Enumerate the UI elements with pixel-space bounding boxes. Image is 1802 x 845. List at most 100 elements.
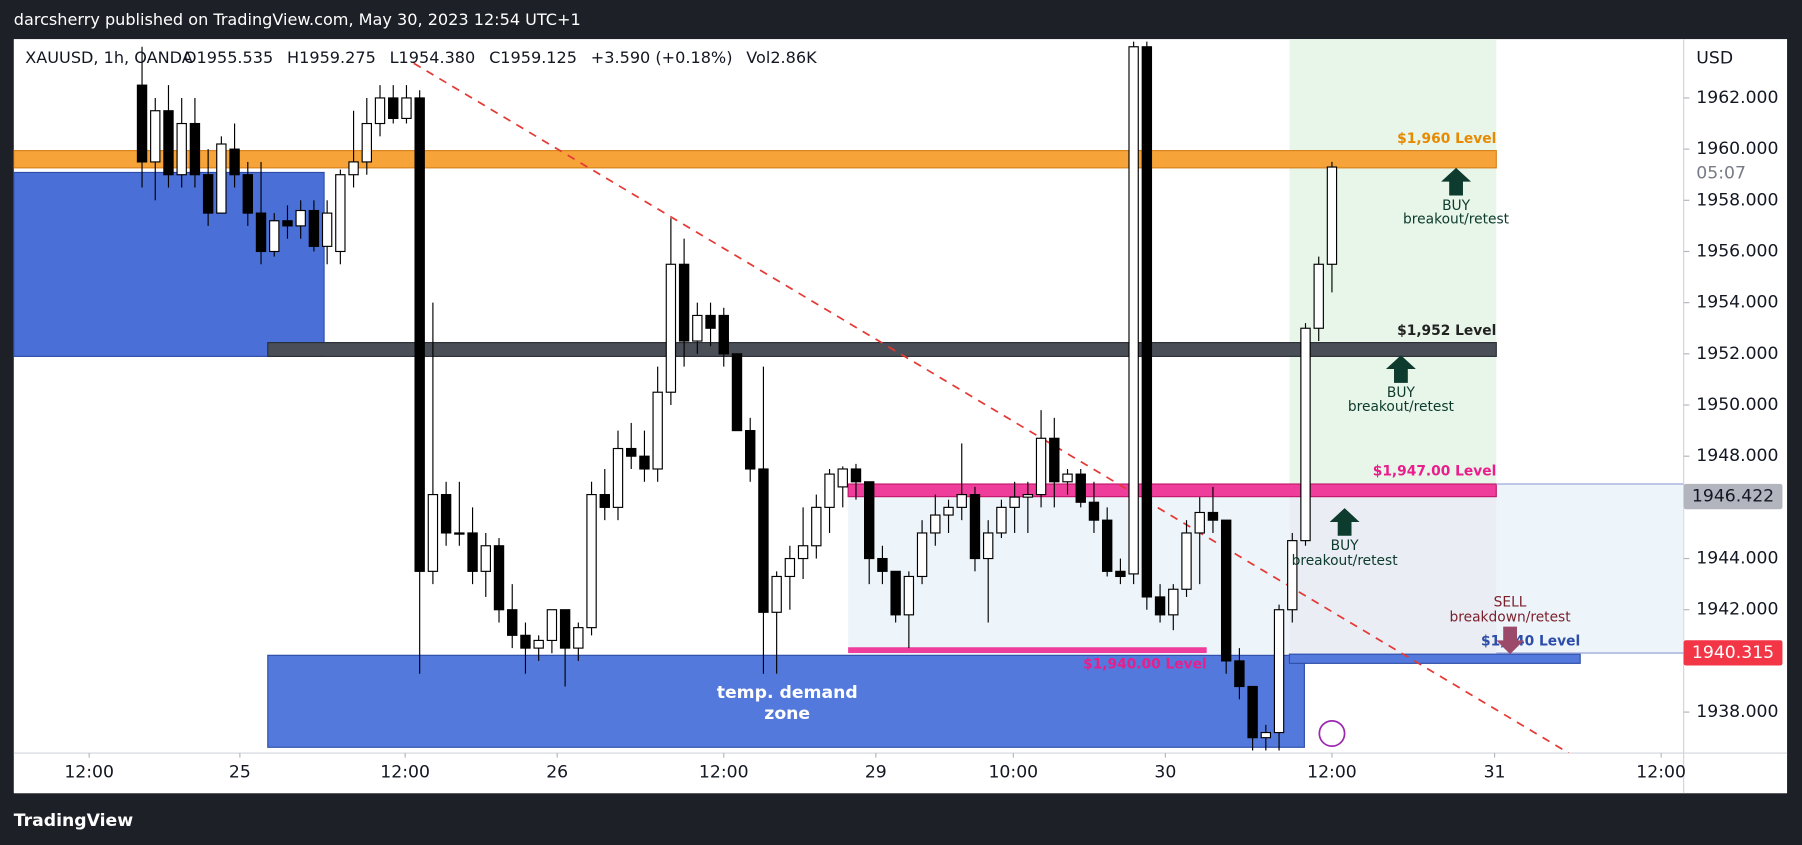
level-1940b-band <box>848 647 1207 654</box>
candle-body <box>1260 731 1272 739</box>
candle-body <box>1313 263 1324 329</box>
level-1952-band <box>267 342 1497 357</box>
candle-body <box>930 514 941 534</box>
candle-body <box>692 314 703 342</box>
candle-body <box>1220 519 1232 662</box>
candle-body <box>507 609 518 636</box>
candle-body <box>811 506 822 547</box>
candle-body <box>150 110 161 163</box>
annotations: $1,960 Level $1,952 Level $1,947.00 Leve… <box>717 131 1580 747</box>
candles <box>136 41 1338 751</box>
y-tick-label: 1958.000 <box>1696 190 1778 210</box>
annotation: breakout/retest <box>1292 553 1399 569</box>
candle-body <box>864 481 875 560</box>
header: darcsherry published on TradingView.com,… <box>14 10 581 29</box>
candle-body <box>255 212 267 253</box>
candle-body <box>1273 609 1285 734</box>
candle-body <box>903 575 915 616</box>
candle-body <box>1115 570 1126 578</box>
drawings <box>13 39 1684 754</box>
level-1947-band <box>847 483 1497 498</box>
candle-body <box>559 609 571 649</box>
candle-body <box>1300 327 1311 542</box>
candle-body <box>943 506 954 516</box>
candle-body <box>784 557 796 578</box>
annotation: $1,960 Level <box>1397 131 1496 147</box>
candle-body <box>480 545 491 572</box>
ohlc-value: +3.590 (+0.18%) <box>591 48 733 67</box>
candle-body <box>745 430 756 470</box>
candle-body <box>797 545 809 560</box>
price-label: 1940.315 <box>1692 643 1774 663</box>
candle-body <box>996 506 1007 534</box>
candle-body <box>982 532 994 560</box>
y-tick-label: 1952.000 <box>1696 344 1778 364</box>
x-tick-label: 12:00 <box>699 763 749 783</box>
y-tick-label: 1962.000 <box>1696 88 1778 108</box>
annotation: breakdown/retest <box>1450 609 1572 625</box>
candle-body <box>1128 46 1139 575</box>
candle-body <box>956 494 967 508</box>
ohlc-value: C1959.125 <box>489 48 577 67</box>
y-tick-label: 1956.000 <box>1696 241 1778 261</box>
x-tick-label: 12:00 <box>1307 763 1357 783</box>
candle-body <box>348 161 359 176</box>
candle-body <box>1287 540 1298 611</box>
y-tick-label: 1938.000 <box>1696 702 1778 722</box>
candle-body <box>401 97 412 119</box>
candle-body <box>1207 511 1219 521</box>
x-tick-label: 31 <box>1484 763 1506 783</box>
candle-body <box>1062 473 1073 483</box>
candle-body <box>216 143 227 214</box>
y-tick-label: 1948.000 <box>1696 446 1778 466</box>
supply-zone <box>13 171 325 357</box>
range-zone <box>848 484 1684 655</box>
price-label-box <box>1683 640 1783 666</box>
candle-body <box>189 122 201 176</box>
y-tick-label: 1960.000 <box>1696 139 1778 159</box>
ohlc-value: L1954.380 <box>390 48 476 67</box>
annotation: $1,952 Level <box>1397 323 1496 339</box>
annotation: $1,940 Level <box>1481 634 1580 650</box>
candle-body <box>467 532 478 572</box>
candle-body <box>1049 437 1060 483</box>
candle-body <box>652 391 663 470</box>
trend-line <box>413 62 1570 754</box>
candle-body <box>1075 473 1086 503</box>
annotation: SELL <box>1494 594 1527 610</box>
annotation: $1,940.00 Level <box>1083 657 1207 673</box>
candle-body <box>626 447 637 457</box>
candle-body <box>639 455 650 470</box>
annotation: temp. demand <box>717 683 858 703</box>
profit-zone <box>1289 39 1497 485</box>
candle-body <box>546 609 558 642</box>
candle-body <box>1181 532 1192 590</box>
level-1940-band <box>1288 653 1581 664</box>
candle-body <box>1168 588 1179 616</box>
candle-body <box>374 97 386 125</box>
candle-body <box>282 220 293 227</box>
annotation: BUY <box>1442 198 1471 214</box>
candle-body <box>1101 519 1113 572</box>
candle-body <box>916 532 928 578</box>
alert-icon[interactable] <box>1318 719 1346 747</box>
candle-body <box>824 473 835 508</box>
candle-body <box>163 110 174 176</box>
x-tick-label: 29 <box>865 763 887 783</box>
candle-body <box>1247 685 1258 739</box>
price-label: 1946.422 <box>1692 487 1774 507</box>
candle-body <box>388 97 399 119</box>
candle-body <box>295 209 306 227</box>
y-tick-label: 1954.000 <box>1696 293 1778 313</box>
y-tick-label: 1942.000 <box>1696 600 1778 620</box>
candle-body <box>520 634 531 649</box>
candle-body <box>242 174 254 214</box>
candle-body <box>771 575 782 613</box>
price-label-box <box>1683 483 1783 510</box>
annotation: BUY <box>1331 538 1360 554</box>
symbol: XAUUSD, 1h, OANDA <box>25 48 192 67</box>
candle-body <box>612 447 624 508</box>
x-tick-label: 30 <box>1154 763 1176 783</box>
candle-body <box>440 494 452 534</box>
